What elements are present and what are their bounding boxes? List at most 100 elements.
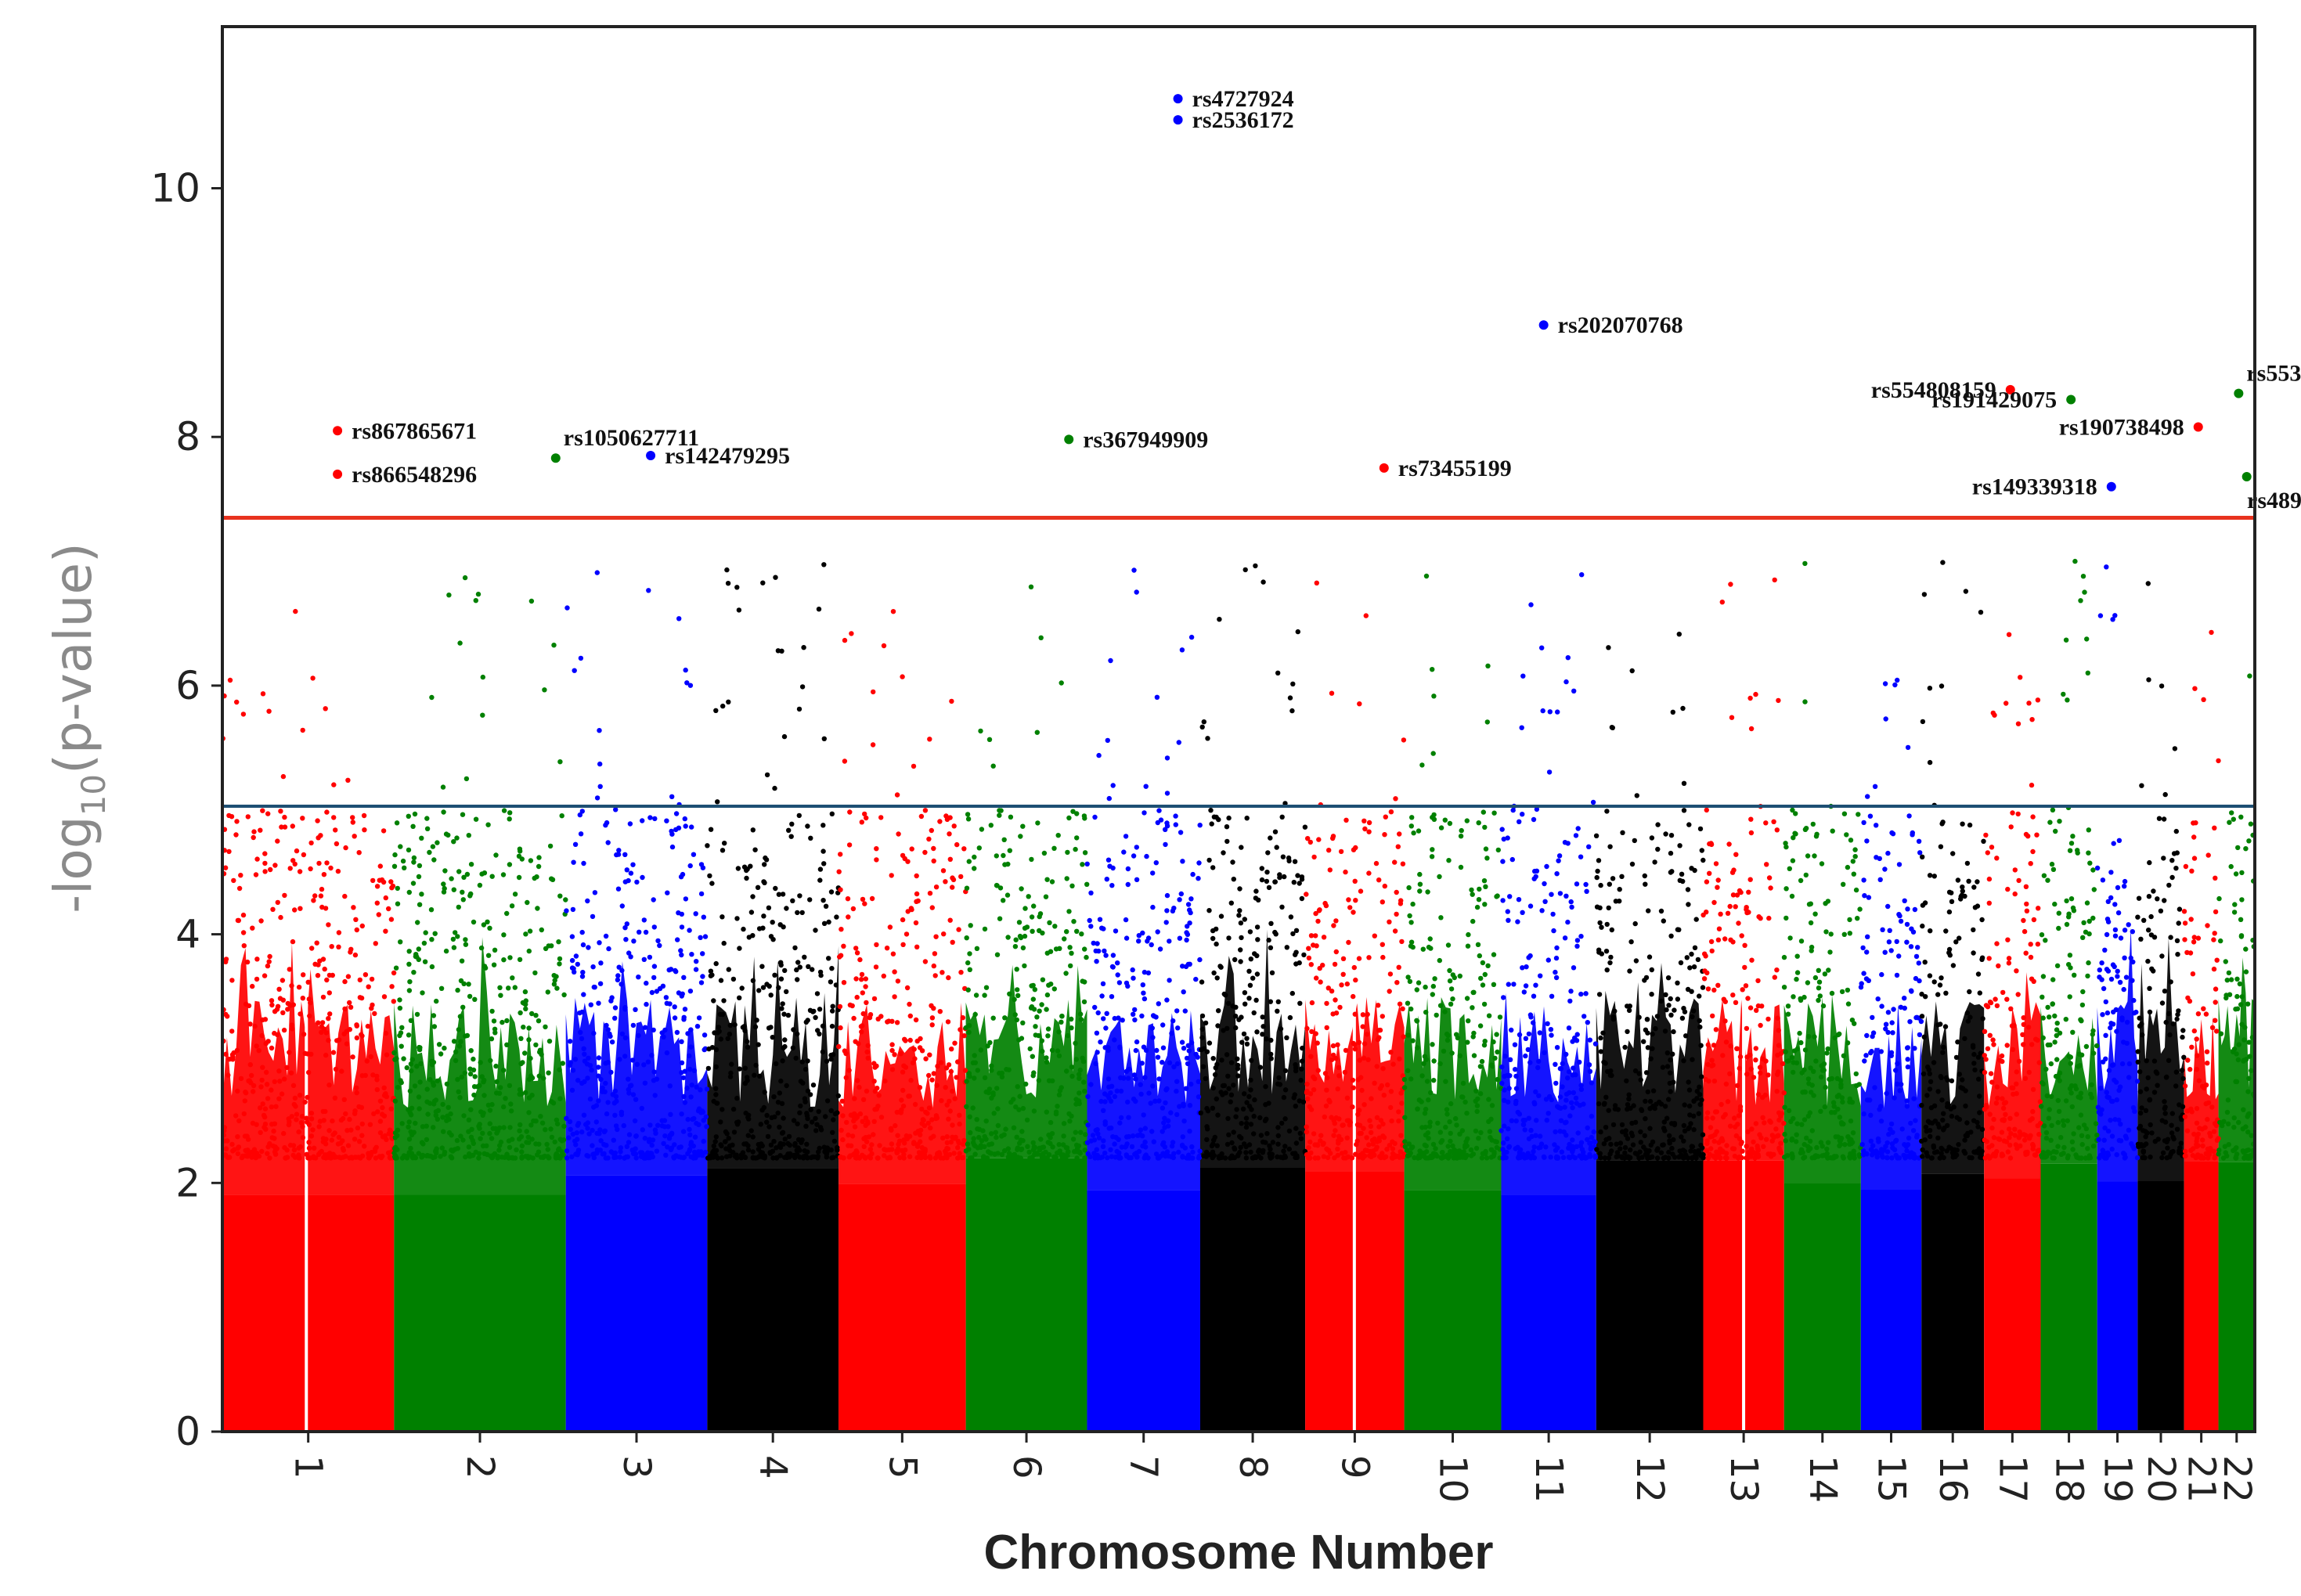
snp-point [1545, 957, 1552, 963]
snp-point [1257, 1115, 1263, 1121]
snp-point [889, 1141, 895, 1147]
snp-point [464, 1032, 471, 1039]
snp-point [1531, 1020, 1536, 1025]
snp-point [1141, 996, 1148, 1002]
snp-point [1332, 961, 1338, 967]
snp-point [770, 1035, 775, 1040]
snp-point [1029, 914, 1035, 920]
snp-point [941, 931, 947, 937]
snp-point [1372, 1152, 1377, 1158]
snp-point [603, 933, 609, 939]
snp-point [507, 1144, 513, 1151]
snp-point [628, 954, 633, 960]
snp-point [892, 1052, 897, 1057]
snp-point [1102, 1122, 1108, 1127]
snp-point [625, 1154, 630, 1160]
snp-point [768, 993, 774, 998]
snp-point [1650, 1046, 1655, 1051]
snp-point [1522, 1127, 1527, 1133]
snp-point [943, 1148, 948, 1155]
snp-point [632, 1118, 638, 1124]
snp-point [651, 975, 657, 981]
snp-point [1744, 1144, 1749, 1149]
snp-point [1604, 921, 1610, 928]
snp-point [950, 1122, 955, 1128]
snp-point [887, 1155, 893, 1161]
snp-point [741, 1141, 747, 1147]
snp-point [1333, 1011, 1340, 1016]
snp-point [773, 885, 778, 892]
snp-point [586, 945, 591, 950]
snp-point [1037, 1008, 1042, 1014]
snp-point [1080, 978, 1085, 984]
snp-point [1705, 1061, 1711, 1068]
snp-point [894, 1150, 900, 1156]
snp-point [1733, 1124, 1738, 1129]
snp-point [1275, 1125, 1281, 1130]
snp-point [1487, 1129, 1493, 1134]
snp-point [900, 852, 906, 859]
snp-point [1405, 975, 1411, 980]
snp-point [770, 1148, 776, 1155]
snp-point [940, 1135, 946, 1141]
snp-point [1196, 1079, 1202, 1085]
snp-point [1171, 1064, 1177, 1070]
snp-point [525, 1154, 531, 1159]
snp-point [895, 1133, 900, 1138]
snp-point [770, 937, 776, 942]
snp-point [589, 1067, 594, 1073]
snp-point [449, 876, 454, 881]
snp-point [1268, 1056, 1274, 1061]
snp-point [1235, 1066, 1241, 1072]
snp-point [813, 928, 818, 933]
snp-point [1632, 920, 1638, 927]
snp-point [597, 940, 602, 946]
snp-point [1626, 1007, 1632, 1014]
snp-point [1357, 1130, 1362, 1137]
snp-point [821, 920, 828, 927]
snp-point [1686, 1125, 1692, 1130]
snp-point [1123, 935, 1130, 941]
snp-point [365, 1023, 371, 1029]
snp-point [1545, 1111, 1551, 1116]
snp-point [896, 1141, 901, 1147]
snp-point [1629, 1133, 1636, 1139]
snp-point [1566, 1069, 1572, 1075]
snp-point [681, 975, 687, 981]
snp-point [417, 1047, 423, 1053]
snp-point [665, 1144, 670, 1150]
snp-point [1763, 1058, 1769, 1064]
snp-point [1426, 1123, 1433, 1129]
snp-point [395, 1085, 401, 1090]
snp-point [1221, 1028, 1226, 1033]
snp-point [1325, 1075, 1330, 1081]
snp-point [764, 1112, 770, 1119]
snp-point [1287, 695, 1293, 701]
snp-point [1574, 938, 1581, 943]
snp-point [967, 951, 972, 957]
snp-point [1685, 887, 1691, 892]
snp-point [805, 1058, 810, 1064]
snp-point [1556, 853, 1563, 859]
snp-point [470, 1137, 475, 1144]
snp-point [349, 1155, 355, 1161]
centromere-gap [305, 872, 308, 1432]
snp-point [1697, 1018, 1702, 1024]
snp-point [795, 977, 800, 982]
snp-point [1686, 1079, 1691, 1085]
snp-point [1824, 1146, 1830, 1152]
snp-point [310, 676, 316, 681]
snp-point [903, 1038, 908, 1043]
snp-point [1179, 1039, 1185, 1045]
snp-point [1521, 989, 1527, 995]
snp-point [594, 570, 600, 575]
snp-point [1421, 1061, 1426, 1067]
chromosome-12-band [1596, 963, 1704, 1161]
snp-point [1081, 999, 1087, 1005]
snp-point [1279, 1120, 1285, 1126]
snp-point [1780, 1061, 1786, 1067]
snp-point [1333, 997, 1338, 1003]
snp-point [526, 1037, 532, 1043]
snp-point [1704, 879, 1710, 884]
snp-point [552, 978, 557, 983]
